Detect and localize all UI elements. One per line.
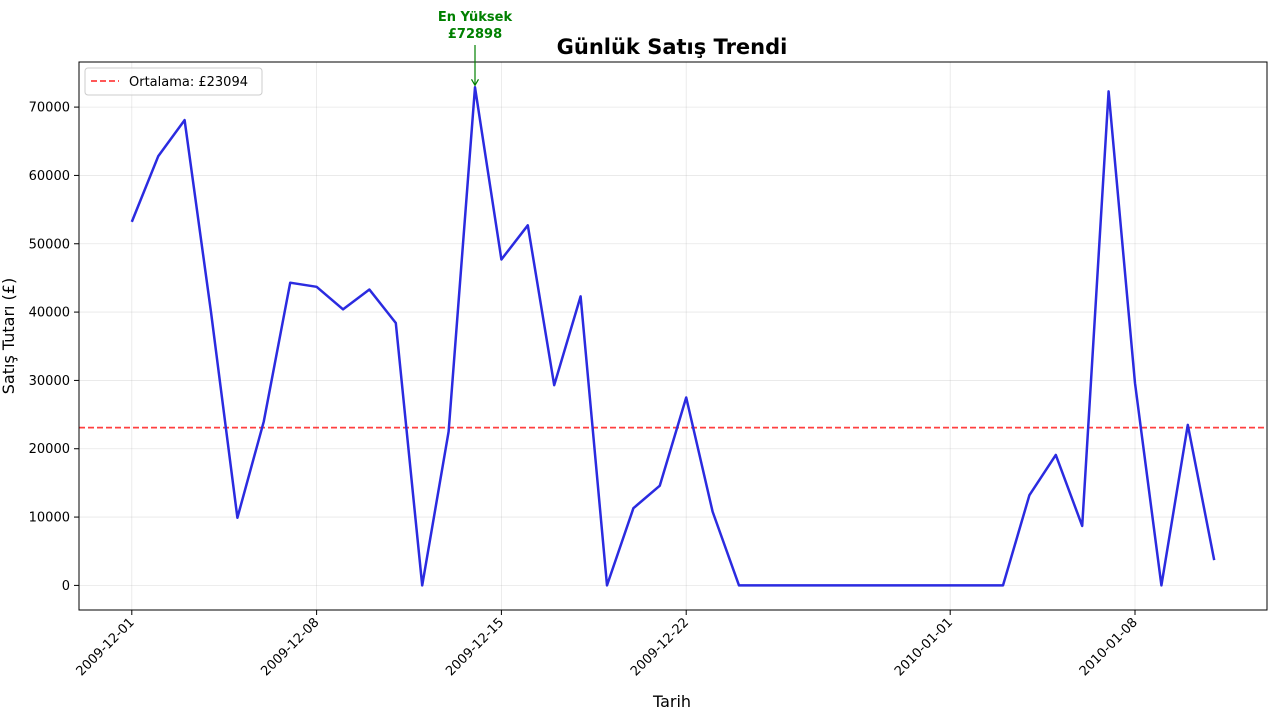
y-axis-title: Satış Tutarı (£) (0, 278, 18, 394)
chart-title: Günlük Satış Trendi (557, 35, 788, 59)
y-tick-label: 50000 (29, 237, 70, 252)
grid-lines (79, 62, 1267, 610)
max-annotation-title: En Yüksek (438, 10, 513, 25)
legend-box (84, 67, 263, 96)
legend: Ortalama: £23094 (84, 67, 263, 96)
legend-label-mean: Ortalama: £23094 (129, 75, 248, 90)
x-axis-title: Tarih (652, 692, 691, 711)
y-tick-label: 30000 (29, 374, 70, 389)
y-tick-label: 10000 (29, 511, 70, 526)
series-layer (130, 86, 1216, 587)
y-tick-label: 40000 (29, 306, 70, 321)
series-line-0 (130, 86, 1216, 587)
max-annotation-arrowhead (470, 78, 480, 87)
max-annotation-value: £72898 (448, 27, 502, 42)
y-axis-ticks: 0 10000 20000 30000 40000 50000 60000 70000 (29, 101, 79, 594)
max-annotation: En Yüksek £72898 (438, 10, 513, 87)
plot-frame (78, 61, 1268, 611)
y-tick-label: 0 (62, 579, 70, 594)
y-tick-label: 70000 (29, 101, 70, 116)
y-tick-label: 60000 (29, 169, 70, 184)
y-tick-label: 20000 (29, 442, 70, 457)
